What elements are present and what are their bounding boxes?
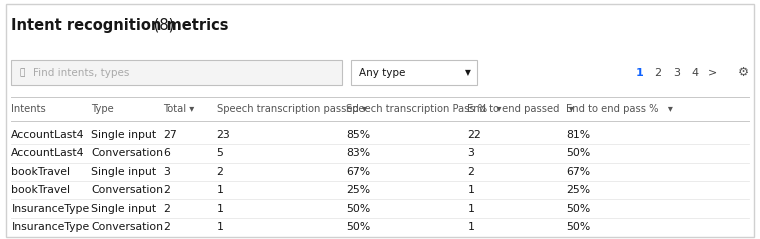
Text: Conversation: Conversation — [91, 222, 163, 232]
Text: 67%: 67% — [346, 167, 370, 177]
Text: 23: 23 — [217, 130, 230, 140]
Text: 1: 1 — [636, 68, 644, 78]
Text: 50%: 50% — [566, 204, 591, 214]
Text: End to end pass %   ▾: End to end pass % ▾ — [566, 104, 673, 114]
Text: 1: 1 — [217, 185, 223, 195]
Text: AccountLast4: AccountLast4 — [11, 148, 85, 158]
Text: 85%: 85% — [346, 130, 370, 140]
Text: 50%: 50% — [346, 222, 370, 232]
Text: 50%: 50% — [346, 204, 370, 214]
Text: 25%: 25% — [346, 185, 370, 195]
Text: 2: 2 — [467, 167, 474, 177]
FancyBboxPatch shape — [351, 60, 477, 86]
Text: 50%: 50% — [566, 148, 591, 158]
Text: Total ▾: Total ▾ — [163, 104, 195, 114]
Text: 67%: 67% — [566, 167, 591, 177]
Text: 27: 27 — [163, 130, 177, 140]
Text: InsuranceType: InsuranceType — [11, 204, 90, 214]
Text: ⚙: ⚙ — [738, 66, 749, 79]
Text: 22: 22 — [467, 130, 481, 140]
Text: Intents: Intents — [11, 104, 46, 114]
Text: 1: 1 — [217, 204, 223, 214]
Text: 2: 2 — [163, 204, 170, 214]
Text: Find intents, types: Find intents, types — [33, 68, 129, 78]
Text: 2: 2 — [163, 185, 170, 195]
Text: 25%: 25% — [566, 185, 591, 195]
Text: bookTravel: bookTravel — [11, 185, 71, 195]
Text: 50%: 50% — [566, 222, 591, 232]
Text: 2: 2 — [654, 68, 662, 78]
Text: Single input: Single input — [91, 130, 157, 140]
Text: >: > — [708, 68, 717, 78]
Text: Speech transcription passed ▾: Speech transcription passed ▾ — [217, 104, 366, 114]
Text: 3: 3 — [673, 68, 680, 78]
Text: InsuranceType: InsuranceType — [11, 222, 90, 232]
Text: 2: 2 — [163, 222, 170, 232]
Text: Intent recognition metrics: Intent recognition metrics — [11, 18, 229, 33]
Text: 🔍: 🔍 — [19, 68, 24, 77]
Text: 81%: 81% — [566, 130, 591, 140]
Text: 3: 3 — [467, 148, 474, 158]
Text: Speech transcription Pass %   ▾: Speech transcription Pass % ▾ — [346, 104, 502, 114]
Text: 1: 1 — [467, 185, 474, 195]
Text: Single input: Single input — [91, 204, 157, 214]
Text: 1: 1 — [467, 204, 474, 214]
Text: Conversation: Conversation — [91, 148, 163, 158]
Text: Type: Type — [91, 104, 114, 114]
Text: bookTravel: bookTravel — [11, 167, 71, 177]
Text: ▼: ▼ — [465, 68, 471, 77]
Text: 4: 4 — [691, 68, 698, 78]
Text: 1: 1 — [217, 222, 223, 232]
Text: (8): (8) — [149, 18, 174, 33]
Text: End to end passed   ▾: End to end passed ▾ — [467, 104, 575, 114]
Text: Any type: Any type — [359, 68, 405, 78]
Text: 1: 1 — [467, 222, 474, 232]
Text: Single input: Single input — [91, 167, 157, 177]
FancyBboxPatch shape — [11, 60, 342, 86]
Text: 83%: 83% — [346, 148, 370, 158]
Text: 5: 5 — [217, 148, 223, 158]
Text: 3: 3 — [163, 167, 170, 177]
Text: 6: 6 — [163, 148, 170, 158]
Text: AccountLast4: AccountLast4 — [11, 130, 85, 140]
Text: Conversation: Conversation — [91, 185, 163, 195]
Text: 2: 2 — [217, 167, 223, 177]
